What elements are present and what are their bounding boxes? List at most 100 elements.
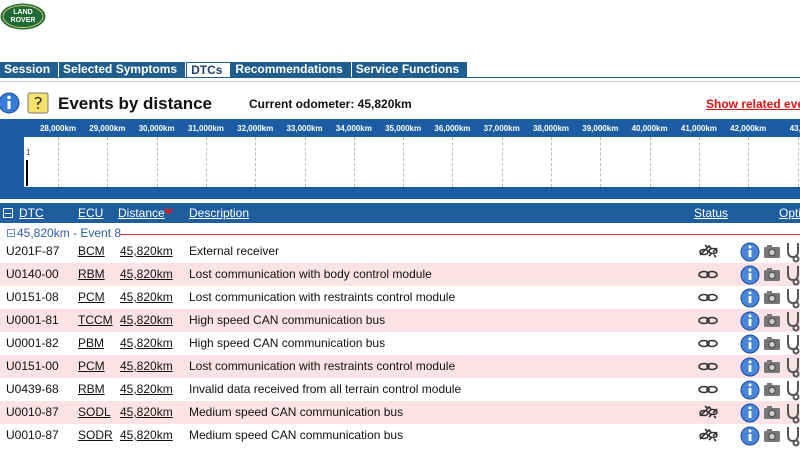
ecu-link[interactable]: RBM (78, 382, 105, 396)
timeline-area (24, 137, 800, 187)
info-button[interactable] (740, 311, 760, 331)
camera-button[interactable] (764, 291, 780, 304)
distance-link[interactable]: 45,820km (120, 382, 173, 396)
stethoscope-button[interactable] (787, 266, 800, 286)
collapse-group[interactable] (7, 229, 15, 237)
stethoscope-button[interactable] (787, 404, 800, 424)
row-icons (699, 242, 800, 263)
description: High speed CAN communication bus (189, 313, 386, 327)
ecu-link[interactable]: RBM (78, 267, 105, 281)
row-icons (698, 334, 800, 355)
stethoscope-button[interactable] (787, 289, 800, 309)
page-title: Events by distance (58, 94, 213, 113)
collapse-all[interactable] (3, 208, 13, 218)
tab[interactable]: Service Functions (351, 62, 469, 77)
stethoscope-button[interactable] (787, 335, 800, 355)
dtc-code: U0010-87 (6, 428, 59, 442)
info-button[interactable] (740, 380, 760, 400)
camera-button[interactable] (764, 383, 780, 396)
tab[interactable]: Selected Symptoms (59, 62, 187, 77)
camera-button[interactable] (764, 268, 780, 281)
dtc-code: U0001-82 (6, 336, 59, 350)
row-icons (698, 311, 800, 332)
column-header[interactable]: Description (189, 206, 250, 220)
ecu-link[interactable]: BCM (78, 244, 105, 258)
timeline-tick-label: 36,000km (434, 124, 471, 133)
timeline-tick-label: 33,000km (286, 124, 323, 133)
description: Medium speed CAN communication bus (189, 428, 404, 442)
dtc-code: U0001-81 (6, 313, 59, 327)
event-marker[interactable] (26, 160, 28, 186)
ecu-link[interactable]: SODR (78, 428, 113, 442)
distance-link[interactable]: 45,820km (120, 244, 173, 258)
status-icon (699, 428, 718, 442)
tab[interactable]: Session (0, 62, 60, 77)
row-icons (698, 380, 800, 401)
dtc-row[interactable]: U0010-87 SODL 45,820km Medium speed CAN com… (0, 401, 800, 424)
stethoscope-button[interactable] (787, 312, 800, 332)
ecu-link[interactable]: SODL (78, 405, 111, 419)
stethoscope-button[interactable] (787, 358, 800, 378)
camera-button[interactable] (764, 314, 780, 327)
group-label[interactable]: 45,820km - Event 8 (17, 226, 122, 240)
stethoscope-button[interactable] (787, 427, 800, 447)
info-button[interactable] (740, 426, 760, 446)
distance-link[interactable]: 45,820km (120, 290, 173, 304)
info-button[interactable] (740, 403, 760, 423)
distance-link[interactable]: 45,820km (120, 428, 173, 442)
column-header[interactable]: DTC (19, 206, 44, 220)
row-icons (699, 426, 800, 447)
ecu-link[interactable]: PCM (78, 290, 105, 304)
camera-button[interactable] (764, 406, 780, 419)
dtc-code: U0439-68 (6, 382, 59, 396)
camera-button[interactable] (764, 429, 780, 442)
timeline-gridline (205, 137, 207, 187)
distance-link[interactable]: 45,820km (120, 359, 173, 373)
camera-button[interactable] (764, 337, 780, 350)
status-icon (698, 339, 718, 348)
info-button[interactable] (740, 265, 760, 285)
description: Lost communication with restraints contr… (189, 359, 456, 373)
dtc-row[interactable]: U0001-81 TCCM 45,820km High speed CAN commu… (0, 309, 800, 332)
dtc-row[interactable]: U0010-87 SODR 45,820km Medium speed CAN com… (0, 424, 800, 447)
column-header[interactable]: Opti (779, 206, 800, 220)
group-line (120, 234, 800, 235)
column-header[interactable]: Distance (118, 206, 165, 220)
tab[interactable]: DTCs (186, 62, 232, 77)
dtc-code: U0140-00 (6, 267, 59, 281)
distance-link[interactable]: 45,820km (120, 267, 173, 281)
row-icons (699, 403, 800, 424)
dtc-row[interactable]: U0151-08 PCM 45,820km Lost communication wi… (0, 286, 800, 309)
show-related-link[interactable]: Show related eve (706, 97, 800, 111)
event-marker-label: 1 (26, 148, 31, 157)
description: Medium speed CAN communication bus (189, 405, 404, 419)
ecu-link[interactable]: TCCM (78, 313, 113, 327)
dtc-row[interactable]: U0151-00 PCM 45,820km Lost communication wi… (0, 355, 800, 378)
column-header[interactable]: Status (694, 206, 729, 220)
dtc-row[interactable]: U201F-87 BCM 45,820km External receiver (0, 240, 800, 263)
info-button[interactable] (740, 357, 760, 377)
stethoscope-button[interactable] (787, 381, 800, 401)
camera-button[interactable] (764, 360, 780, 373)
distance-link[interactable]: 45,820km (120, 336, 173, 350)
dtc-code: U0151-00 (6, 359, 59, 373)
column-header[interactable]: ECU (78, 206, 104, 220)
distance-link[interactable]: 45,820km (120, 405, 173, 419)
description: External receiver (189, 244, 280, 258)
info-button[interactable] (740, 288, 760, 308)
timeline-gridline (255, 137, 257, 187)
distance-link[interactable]: 45,820km (120, 313, 173, 327)
description: Lost communication with restraints contr… (189, 290, 456, 304)
ecu-link[interactable]: PCM (78, 359, 105, 373)
stethoscope-button[interactable] (787, 243, 800, 263)
logo-text: LAND (13, 9, 32, 16)
tab[interactable]: Recommendations (231, 62, 352, 77)
info-button[interactable] (740, 242, 760, 262)
dtc-row[interactable]: U0001-82 PBM 45,820km High speed CAN commun… (0, 332, 800, 355)
camera-button[interactable] (764, 245, 780, 258)
ecu-link[interactable]: PBM (78, 336, 105, 350)
dtc-row[interactable]: U0439-68 RBM 45,820km Invalid data received… (0, 378, 800, 401)
status-icon (698, 362, 718, 371)
dtc-row[interactable]: U0140-00 RBM 45,820km Lost communication wi… (0, 263, 800, 286)
info-button[interactable] (740, 334, 760, 354)
